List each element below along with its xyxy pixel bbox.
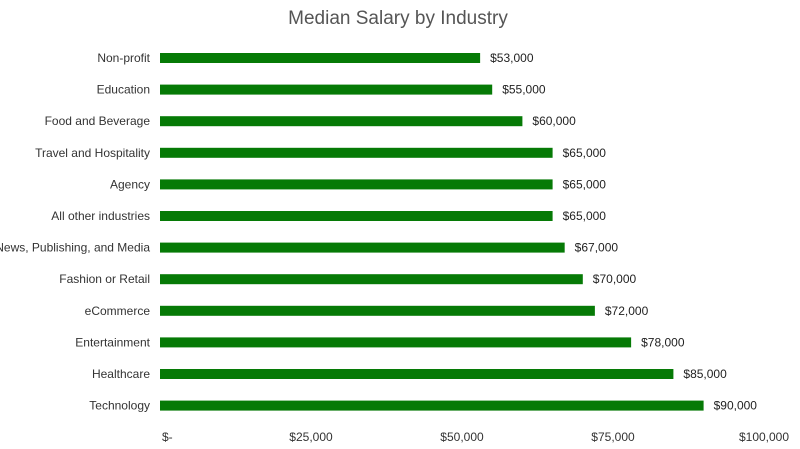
bar — [160, 84, 493, 95]
category-label: Healthcare — [92, 367, 150, 381]
category-label: eCommerce — [85, 304, 151, 318]
bar — [160, 53, 481, 63]
value-labels: $53,000 $55,000 $60,000 $65,000 $65,000 $65,0… — [490, 51, 757, 413]
chart-title: Median Salary by Industry — [288, 8, 508, 29]
category-label: Fashion or Retail — [59, 272, 150, 286]
x-tick-label: $25,000 — [289, 430, 333, 444]
x-tick-label: $100,000 — [739, 430, 789, 444]
category-label: Technology — [89, 399, 150, 413]
data-label: $90,000 — [714, 399, 758, 413]
data-label: $65,000 — [563, 209, 607, 223]
category-label: Travel and Hospitality — [35, 146, 150, 160]
data-label: $55,000 — [502, 83, 546, 97]
x-tick-label: $50,000 — [440, 430, 484, 444]
bar — [160, 242, 565, 253]
category-labels: Non-profit Education Food and Beverage Trav… — [0, 51, 151, 413]
data-label: $72,000 — [605, 304, 649, 318]
bar — [160, 179, 553, 190]
bars-layer — [160, 53, 704, 411]
data-label: $70,000 — [593, 272, 637, 286]
bar — [160, 400, 704, 411]
bar — [160, 337, 632, 348]
category-label: News, Publishing, and Media — [0, 241, 150, 255]
data-label: $65,000 — [563, 177, 607, 191]
data-label: $78,000 — [641, 335, 685, 349]
bar — [160, 369, 674, 379]
category-label: All other industries — [51, 209, 150, 223]
category-label: Education — [97, 83, 150, 97]
category-label: Agency — [110, 177, 150, 191]
x-tick-label: $- — [162, 430, 173, 444]
data-label: $67,000 — [575, 241, 619, 255]
category-label: Entertainment — [75, 335, 150, 349]
data-label: $85,000 — [683, 367, 727, 381]
bar — [160, 305, 595, 316]
x-tick-label: $75,000 — [591, 430, 635, 444]
bar — [160, 116, 523, 127]
category-label: Food and Beverage — [45, 114, 151, 128]
data-label: $53,000 — [490, 51, 534, 65]
bar — [160, 147, 553, 158]
data-label: $65,000 — [563, 146, 607, 160]
bar — [160, 211, 553, 221]
bar — [160, 274, 583, 285]
category-label: Non-profit — [97, 51, 150, 65]
data-label: $60,000 — [532, 114, 576, 128]
x-axis-ticks: $- $25,000 $50,000 $75,000 $100,000 — [162, 430, 789, 444]
